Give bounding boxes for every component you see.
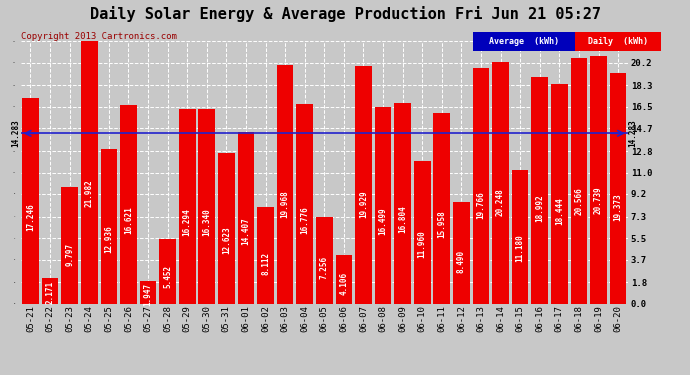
Text: 11.960: 11.960 bbox=[417, 230, 426, 258]
Text: 17.246: 17.246 bbox=[26, 204, 35, 231]
Bar bbox=[335, 255, 352, 304]
Text: 18.444: 18.444 bbox=[555, 198, 564, 225]
Text: 16.776: 16.776 bbox=[300, 206, 309, 234]
Bar bbox=[531, 77, 548, 304]
Bar bbox=[512, 170, 529, 304]
Text: 4.106: 4.106 bbox=[339, 272, 348, 295]
Text: 8.490: 8.490 bbox=[457, 250, 466, 273]
Bar bbox=[22, 98, 39, 304]
Text: 1.947: 1.947 bbox=[144, 282, 152, 306]
Text: Daily  (kWh): Daily (kWh) bbox=[588, 37, 648, 46]
Text: 16.621: 16.621 bbox=[124, 207, 133, 234]
Text: 18.992: 18.992 bbox=[535, 195, 544, 222]
Text: 19.929: 19.929 bbox=[359, 190, 368, 218]
Text: 20.566: 20.566 bbox=[575, 187, 584, 214]
Text: 9.797: 9.797 bbox=[65, 243, 74, 266]
Text: 19.968: 19.968 bbox=[281, 190, 290, 217]
Bar bbox=[257, 207, 274, 304]
Bar bbox=[473, 68, 489, 304]
Bar bbox=[297, 104, 313, 304]
Text: 14.407: 14.407 bbox=[241, 217, 250, 245]
Text: 12.623: 12.623 bbox=[222, 226, 231, 254]
Text: Daily Solar Energy & Average Production Fri Jun 21 05:27: Daily Solar Energy & Average Production … bbox=[90, 6, 600, 22]
Text: 16.804: 16.804 bbox=[398, 206, 407, 233]
Bar bbox=[139, 280, 157, 304]
Bar bbox=[610, 73, 627, 304]
Text: 14.283: 14.283 bbox=[12, 120, 21, 147]
Text: 14.283: 14.283 bbox=[628, 120, 637, 147]
Bar bbox=[159, 239, 176, 304]
Text: 16.499: 16.499 bbox=[379, 207, 388, 235]
Text: 5.452: 5.452 bbox=[163, 265, 172, 288]
Bar bbox=[375, 107, 391, 304]
Bar bbox=[571, 58, 587, 304]
Bar bbox=[199, 109, 215, 304]
Bar bbox=[394, 103, 411, 304]
Text: 20.739: 20.739 bbox=[594, 186, 603, 214]
Bar bbox=[179, 110, 195, 304]
Text: 19.373: 19.373 bbox=[613, 193, 622, 220]
Text: 7.256: 7.256 bbox=[319, 256, 329, 279]
Text: 8.112: 8.112 bbox=[261, 252, 270, 274]
Bar bbox=[120, 105, 137, 304]
Text: 19.766: 19.766 bbox=[477, 191, 486, 219]
Bar bbox=[433, 113, 450, 304]
Text: 2.171: 2.171 bbox=[46, 281, 55, 304]
Text: 21.982: 21.982 bbox=[85, 180, 94, 207]
Bar bbox=[101, 149, 117, 304]
Text: Average  (kWh): Average (kWh) bbox=[489, 37, 559, 46]
Text: 20.248: 20.248 bbox=[496, 188, 505, 216]
Text: 11.180: 11.180 bbox=[515, 234, 524, 262]
Text: 12.936: 12.936 bbox=[104, 225, 113, 253]
Text: 15.958: 15.958 bbox=[437, 210, 446, 238]
Bar bbox=[316, 217, 333, 304]
Bar bbox=[414, 161, 431, 304]
Bar bbox=[277, 66, 293, 304]
Text: 16.340: 16.340 bbox=[202, 208, 211, 236]
Bar bbox=[355, 66, 372, 304]
Bar bbox=[237, 132, 255, 304]
Bar bbox=[218, 153, 235, 304]
Bar bbox=[61, 187, 78, 304]
Text: 16.294: 16.294 bbox=[183, 208, 192, 236]
Bar bbox=[81, 42, 97, 304]
Text: Copyright 2013 Cartronics.com: Copyright 2013 Cartronics.com bbox=[21, 32, 177, 41]
Bar bbox=[590, 56, 607, 304]
Bar bbox=[551, 84, 568, 304]
Bar bbox=[453, 202, 470, 304]
Bar bbox=[492, 62, 509, 304]
Bar bbox=[42, 278, 59, 304]
